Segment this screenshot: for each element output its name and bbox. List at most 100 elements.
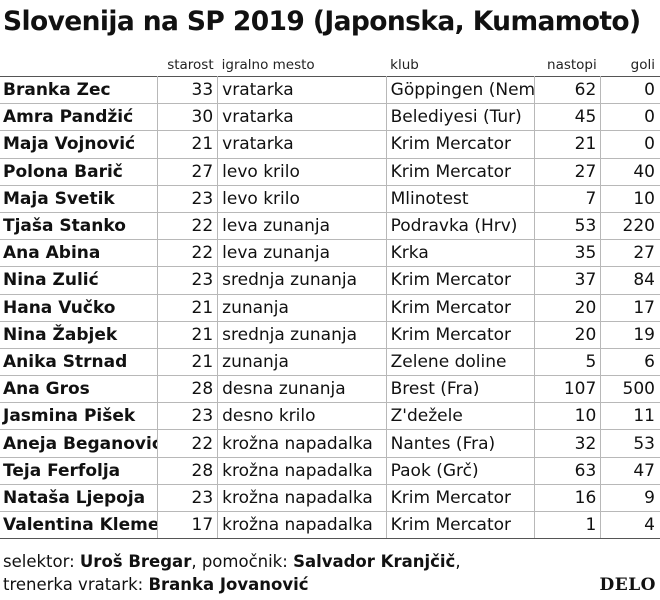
player-age: 22 (157, 429, 219, 458)
player-position: leva zunanja (217, 211, 387, 240)
header-goals: goli (630, 57, 655, 73)
table-row: Nataša Ljepoja 23 krožna napadalka Krim Mer… (0, 483, 660, 512)
player-position: krožna napadalka (217, 456, 387, 485)
player-position: levo krilo (217, 157, 387, 186)
player-name: Maja Svetik (0, 184, 158, 213)
player-club: Brest (Fra) (386, 375, 536, 403)
player-club: Göppingen (Nem) (386, 75, 536, 104)
player-age: 23 (157, 402, 219, 430)
gk-coach-label: trenerka vratark: (3, 575, 144, 594)
player-position: krožna napadalka (217, 483, 387, 512)
player-goals: 47 (600, 456, 660, 485)
player-age: 33 (157, 75, 219, 104)
player-name: Amra Pandžić (0, 103, 158, 131)
player-name: Ana Gros (0, 375, 158, 403)
player-age: 28 (157, 456, 219, 485)
player-name: Aneja Beganović (0, 429, 158, 458)
page-title: Slovenija na SP 2019 (Japonska, Kumamoto… (3, 6, 641, 37)
player-apps: 62 (534, 75, 602, 104)
player-club: Z'dežele (386, 402, 536, 430)
player-name: Maja Vojnović (0, 130, 158, 159)
player-goals: 40 (600, 157, 660, 186)
table-row: Nina Žabjek 21 srednja zunanja Krim Mercato… (0, 320, 660, 349)
roster-body: Branka Zec 33 vratarka Göppingen (Nem) 62 0 Am… (0, 75, 660, 540)
player-name: Anika Strnad (0, 347, 158, 376)
player-club: Krim Mercator (386, 266, 536, 294)
player-apps: 21 (534, 130, 602, 159)
player-apps: 107 (534, 375, 602, 403)
player-position: desno krilo (217, 402, 387, 430)
player-goals: 53 (600, 429, 660, 458)
roster-table: starost igralno mesto klub nastopi goli … (0, 54, 660, 540)
player-goals: 4 (600, 510, 660, 540)
player-club: Krim Mercator (386, 510, 536, 540)
coach-name: Uroš Bregar (79, 552, 192, 571)
player-position: levo krilo (217, 184, 387, 213)
table-row: Amra Pandžić 30 vratarka Belediyesi (Tur) 45… (0, 103, 660, 131)
player-name: Branka Zec (0, 75, 158, 104)
assistant-tail: , (455, 552, 461, 571)
player-goals: 27 (600, 239, 660, 267)
player-apps: 27 (534, 157, 602, 186)
player-position: desna zunanja (217, 375, 387, 403)
player-goals: 0 (600, 130, 660, 159)
player-name: Jasmina Pišek (0, 402, 158, 430)
table-row: Valentina Klemenčič17krožna napadalkaKri… (0, 510, 660, 540)
player-club: Krim Mercator (386, 320, 536, 349)
player-name: Nataša Ljepoja (0, 483, 158, 512)
player-position: krožna napadalka (217, 510, 387, 540)
player-name: Ana Abina (0, 239, 158, 267)
table-row: Maja Vojnović 21 vratarka Krim Mercator 21 0 (0, 130, 660, 159)
player-name: Valentina Klemenčič (0, 510, 158, 540)
player-position: vratarka (217, 75, 387, 104)
table-row: Tjaša Stanko 22 leva zunanja Podravka (Hrv)… (0, 211, 660, 240)
table-row: Maja Svetik 23 levo krilo Mlinotest 7 10 (0, 184, 660, 213)
player-position: vratarka (217, 103, 387, 131)
player-apps: 20 (534, 293, 602, 322)
header-club: klub (390, 57, 419, 73)
player-goals: 17 (600, 293, 660, 322)
player-club: Krka (386, 239, 536, 267)
table-row: Anika Strnad 21 zunanja Zelene doline 5 6 (0, 347, 660, 376)
player-club: Krim Mercator (386, 293, 536, 322)
player-age: 21 (157, 130, 219, 159)
player-apps: 7 (534, 184, 602, 213)
player-position: vratarka (217, 130, 387, 159)
player-apps: 20 (534, 320, 602, 349)
player-age: 30 (157, 103, 219, 131)
player-age: 23 (157, 266, 219, 294)
player-apps: 32 (534, 429, 602, 458)
player-goals: 9 (600, 483, 660, 512)
player-apps: 1 (534, 510, 602, 540)
player-club: Paok (Grč) (386, 456, 536, 485)
brand-logo: DELO (599, 575, 656, 595)
player-age: 21 (157, 347, 219, 376)
player-age: 23 (157, 483, 219, 512)
player-club: Zelene doline (386, 347, 536, 376)
player-age: 28 (157, 375, 219, 403)
header-row: starost igralno mesto klub nastopi goli (0, 54, 660, 77)
player-apps: 35 (534, 239, 602, 267)
player-name: Polona Barič (0, 157, 158, 186)
player-position: zunanja (217, 293, 387, 322)
player-goals: 0 (600, 103, 660, 131)
table-row: Ana Abina 22 leva zunanja Krka 35 27 (0, 239, 660, 267)
table-row: Jasmina Pišek 23 desno krilo Z'dežele 10 11 (0, 402, 660, 430)
header-position: igralno mesto (221, 57, 315, 73)
table-row: Hana Vučko 21 zunanja Krim Mercator 20 17 (0, 293, 660, 322)
player-club: Podravka (Hrv) (386, 211, 536, 240)
player-club: Krim Mercator (386, 483, 536, 512)
player-apps: 16 (534, 483, 602, 512)
player-age: 21 (157, 293, 219, 322)
player-position: leva zunanja (217, 239, 387, 267)
table-row: Aneja Beganović 22 krožna napadalka Nantes … (0, 429, 660, 458)
coach-label: selektor: (3, 552, 75, 571)
player-name: Hana Vučko (0, 293, 158, 322)
player-apps: 45 (534, 103, 602, 131)
table-row: Nina Zulić 23 srednja zunanja Krim Mercator… (0, 266, 660, 294)
table-row: Teja Ferfolja 28 krožna napadalka Paok (Grč… (0, 456, 660, 485)
player-apps: 10 (534, 402, 602, 430)
staff-line-1: selektor: Uroš Bregar, pomočnik: Salvado… (3, 552, 461, 571)
assistant-name: Salvador Kranjčič (293, 552, 456, 571)
player-club: Mlinotest (386, 184, 536, 213)
